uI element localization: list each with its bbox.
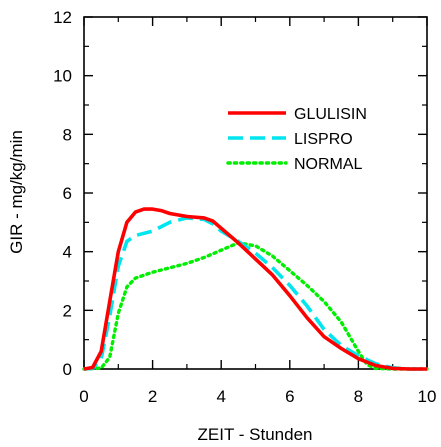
y-axis-label: GIR - mg/kg/min	[7, 130, 26, 254]
axes: 0 2 4 6 8 10 0 2 4 6 8 10 12	[53, 8, 436, 406]
series-line-glulisin	[83, 207, 427, 371]
y-tick-label: 10	[53, 67, 72, 86]
y-tick-label: 0	[63, 360, 72, 379]
x-tick-label: 10	[418, 387, 437, 406]
x-axis-label: ZEIT - Stunden	[198, 425, 313, 442]
legend: GLULISIN LISPRO NORMAL	[226, 106, 367, 173]
legend-label-glulisin: GLULISIN	[294, 106, 367, 123]
legend-label-lispro: LISPRO	[294, 131, 353, 148]
series-line-lispro	[83, 216, 427, 371]
x-tick-label: 6	[285, 387, 294, 406]
y-tick-label: 4	[63, 243, 72, 262]
series-lines	[82, 207, 429, 371]
y-tick-label: 6	[63, 184, 72, 203]
y-tick-label: 2	[63, 301, 72, 320]
x-tick-label: 2	[148, 387, 157, 406]
plot-frame	[83, 16, 428, 370]
x-tick-label: 0	[79, 387, 88, 406]
y-tick-label: 8	[63, 125, 72, 144]
x-tick-label: 4	[216, 387, 225, 406]
y-tick-label: 12	[53, 8, 72, 27]
series-line-normal	[82, 241, 429, 371]
legend-label-normal: NORMAL	[294, 156, 363, 173]
x-tick-label: 8	[354, 387, 363, 406]
